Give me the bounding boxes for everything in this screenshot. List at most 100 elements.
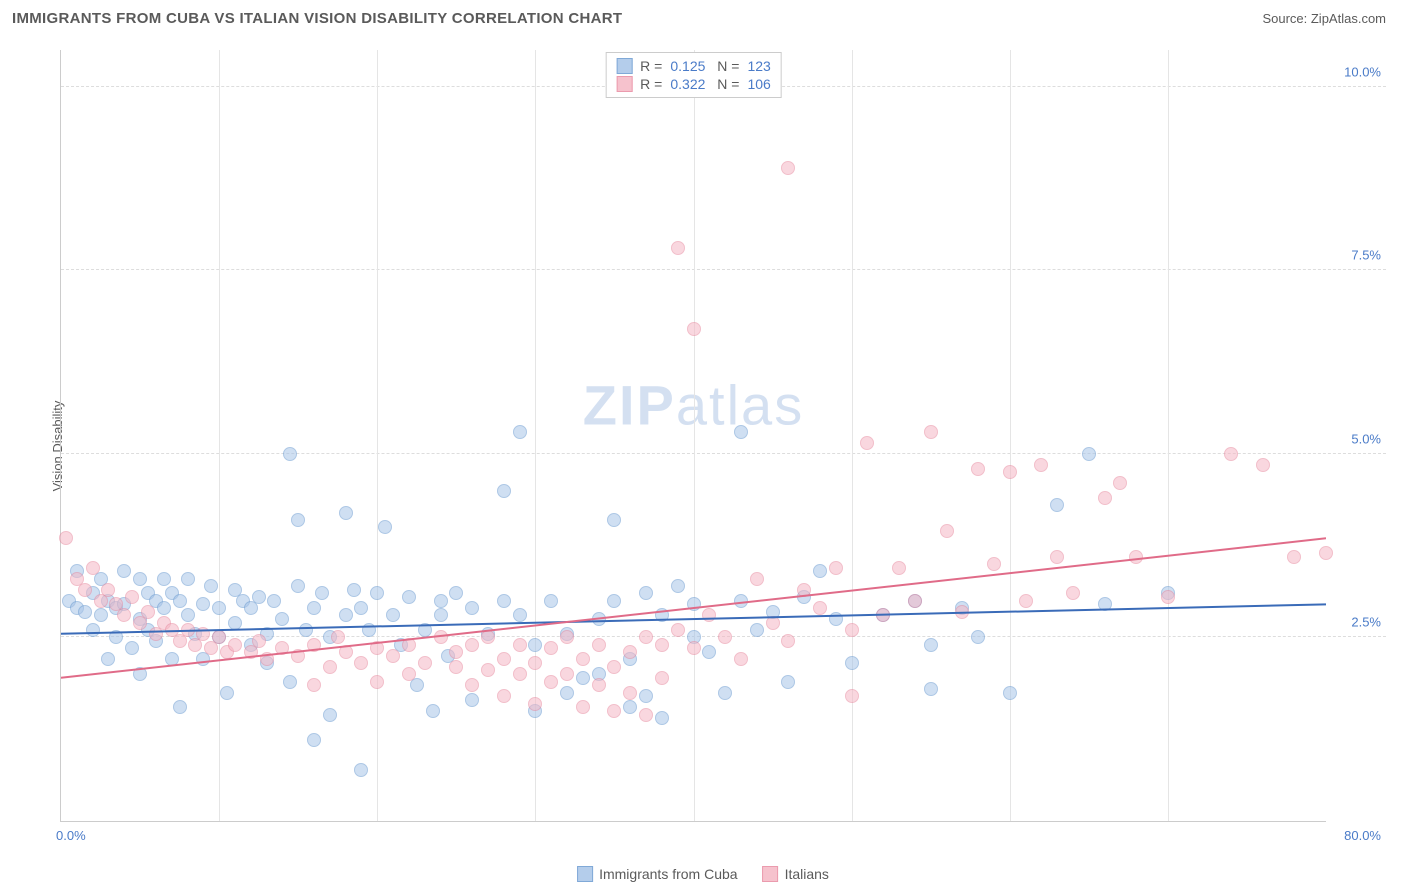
scatter-point xyxy=(734,425,748,439)
stats-n-label: N = xyxy=(713,76,739,92)
scatter-point xyxy=(481,663,495,677)
scatter-point xyxy=(196,597,210,611)
scatter-point xyxy=(513,425,527,439)
scatter-point xyxy=(212,630,226,644)
plot-area: ZIPatlas R =0.125 N =123R =0.322 N =106 … xyxy=(60,50,1326,822)
scatter-point xyxy=(1019,594,1033,608)
gridline-vertical xyxy=(377,50,378,821)
scatter-point xyxy=(157,572,171,586)
scatter-point xyxy=(592,638,606,652)
gridline-vertical xyxy=(1168,50,1169,821)
x-tick-label: 0.0% xyxy=(56,828,86,843)
scatter-point xyxy=(181,608,195,622)
scatter-point xyxy=(513,608,527,622)
scatter-point xyxy=(544,675,558,689)
legend-item: Italians xyxy=(763,866,829,882)
scatter-point xyxy=(275,612,289,626)
scatter-point xyxy=(78,583,92,597)
scatter-point xyxy=(1319,546,1333,560)
scatter-point xyxy=(607,704,621,718)
scatter-point xyxy=(283,675,297,689)
gridline-vertical xyxy=(852,50,853,821)
stats-n-label: N = xyxy=(713,58,739,74)
scatter-point xyxy=(1050,550,1064,564)
scatter-point xyxy=(362,623,376,637)
scatter-point xyxy=(528,697,542,711)
scatter-point xyxy=(734,652,748,666)
scatter-point xyxy=(481,630,495,644)
scatter-point xyxy=(267,594,281,608)
scatter-point xyxy=(94,608,108,622)
scatter-point xyxy=(734,594,748,608)
scatter-point xyxy=(655,608,669,622)
stats-swatch xyxy=(616,76,632,92)
scatter-point xyxy=(418,656,432,670)
gridline-vertical xyxy=(1010,50,1011,821)
legend-swatch xyxy=(763,866,779,882)
scatter-point xyxy=(465,678,479,692)
stats-n-value: 123 xyxy=(747,58,770,74)
scatter-point xyxy=(766,616,780,630)
scatter-point xyxy=(687,641,701,655)
scatter-point xyxy=(434,594,448,608)
scatter-point xyxy=(781,634,795,648)
gridline-horizontal xyxy=(61,269,1386,270)
scatter-point xyxy=(1003,465,1017,479)
stats-r-label: R = xyxy=(640,58,662,74)
scatter-point xyxy=(125,590,139,604)
scatter-point xyxy=(1050,498,1064,512)
scatter-point xyxy=(157,601,171,615)
chart-container: ZIPatlas R =0.125 N =123R =0.322 N =106 … xyxy=(45,50,1386,852)
stats-r-label: R = xyxy=(640,76,662,92)
scatter-point xyxy=(560,667,574,681)
scatter-point xyxy=(955,605,969,619)
scatter-point xyxy=(908,594,922,608)
scatter-point xyxy=(781,161,795,175)
scatter-point xyxy=(560,630,574,644)
scatter-point xyxy=(347,583,361,597)
scatter-point xyxy=(576,652,590,666)
y-tick-label: 2.5% xyxy=(1351,615,1381,630)
scatter-point xyxy=(252,590,266,604)
scatter-point xyxy=(434,630,448,644)
scatter-point xyxy=(718,630,732,644)
scatter-point xyxy=(109,630,123,644)
scatter-point xyxy=(497,594,511,608)
scatter-point xyxy=(125,641,139,655)
scatter-point xyxy=(283,447,297,461)
scatter-point xyxy=(291,579,305,593)
scatter-point xyxy=(117,564,131,578)
scatter-point xyxy=(1003,686,1017,700)
scatter-point xyxy=(339,608,353,622)
stats-n-value: 106 xyxy=(747,76,770,92)
scatter-point xyxy=(1113,476,1127,490)
scatter-point xyxy=(402,590,416,604)
stats-legend: R =0.125 N =123R =0.322 N =106 xyxy=(605,52,782,98)
scatter-point xyxy=(560,686,574,700)
scatter-point xyxy=(671,623,685,637)
scatter-point xyxy=(196,627,210,641)
scatter-point xyxy=(829,612,843,626)
scatter-point xyxy=(1256,458,1270,472)
scatter-point xyxy=(623,645,637,659)
scatter-point xyxy=(426,704,440,718)
stats-row: R =0.322 N =106 xyxy=(616,75,771,93)
scatter-point xyxy=(576,671,590,685)
scatter-point xyxy=(924,638,938,652)
scatter-point xyxy=(354,656,368,670)
scatter-point xyxy=(339,506,353,520)
stats-swatch xyxy=(616,58,632,74)
scatter-point xyxy=(378,520,392,534)
scatter-point xyxy=(133,572,147,586)
scatter-point xyxy=(252,634,266,648)
gridline-horizontal xyxy=(61,453,1386,454)
scatter-point xyxy=(402,667,416,681)
legend-label: Immigrants from Cuba xyxy=(599,866,737,882)
scatter-point xyxy=(607,660,621,674)
scatter-point xyxy=(165,652,179,666)
y-tick-label: 7.5% xyxy=(1351,248,1381,263)
scatter-point xyxy=(876,608,890,622)
scatter-point xyxy=(845,623,859,637)
scatter-point xyxy=(323,660,337,674)
scatter-point xyxy=(204,579,218,593)
